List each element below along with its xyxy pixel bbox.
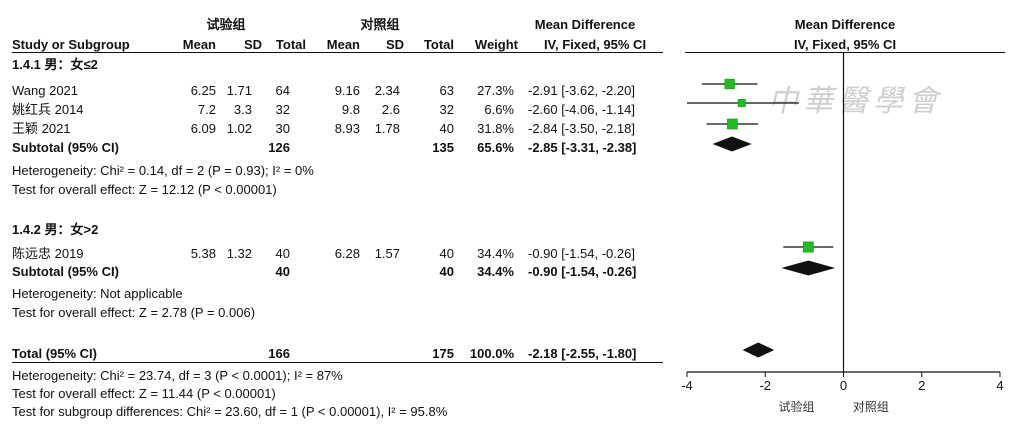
plot-header-rule xyxy=(685,52,1005,53)
subtotal-n-ctrl: 40 xyxy=(439,264,454,279)
total-heterogeneity-text: Heterogeneity: Chi² = 23.74, df = 3 (P <… xyxy=(12,368,343,383)
study-mean-exp: 7.2 xyxy=(197,102,216,117)
study-sd-exp: 1.02 xyxy=(226,121,252,136)
pooled-diamond xyxy=(781,260,836,276)
study-name: Wang 2021 xyxy=(12,83,79,98)
study-sd-ctrl: 1.78 xyxy=(374,121,400,136)
study-weight: 31.8% xyxy=(477,121,514,136)
plot-header-ci: IV, Fixed, 95% CI xyxy=(793,37,897,52)
heterogeneity-text: Heterogeneity: Chi² = 0.14, df = 2 (P = … xyxy=(12,163,314,178)
x-axis-label-experimental: 试验组 xyxy=(779,399,815,414)
study-mean-exp: 6.09 xyxy=(190,121,216,136)
study-ci: -0.90 [-1.54, -0.26] xyxy=(528,246,635,261)
x-axis-label-control: 对照组 xyxy=(853,400,889,414)
col-header-weight: Weight xyxy=(474,37,518,52)
total-n-exp: 166 xyxy=(268,346,290,361)
subtotal-n-exp: 126 xyxy=(268,140,290,155)
subtotal-ci: -0.90 [-1.54, -0.26] xyxy=(528,264,637,279)
study-sd-exp: 3.3 xyxy=(233,102,252,117)
study-marker xyxy=(802,241,814,253)
subgroup-title-1: 1.4.1 男：女≤2 xyxy=(12,57,98,72)
study-n-exp: 32 xyxy=(275,102,290,117)
study-ci: -2.84 [-3.50, -2.18] xyxy=(528,121,635,136)
study-weight: 6.6% xyxy=(484,102,514,117)
study-n-exp: 40 xyxy=(275,246,290,261)
col-header-ci: IV, Fixed, 95% CI xyxy=(543,37,647,52)
overall-effect-text: Test for overall effect: Z = 2.78 (P = 0… xyxy=(12,305,256,320)
study-sd-exp: 1.71 xyxy=(226,83,252,98)
total-overall-effect-text: Test for overall effect: Z = 11.44 (P < … xyxy=(12,386,276,401)
study-sd-exp: 1.32 xyxy=(226,246,252,261)
subgroup-title-2: 1.4.2 男：女>2 xyxy=(12,222,99,237)
study-n-exp: 30 xyxy=(275,121,290,136)
table-header-rule xyxy=(12,52,663,53)
x-axis-tick-label: 2 xyxy=(918,378,925,393)
pooled-diamond xyxy=(742,342,775,358)
pooled-diamond xyxy=(712,136,752,152)
study-n-ctrl: 40 xyxy=(439,246,454,261)
x-axis-tick-label: 0 xyxy=(840,378,847,393)
study-ci: -2.60 [-4.06, -1.14] xyxy=(528,102,635,117)
col-header-mean-ctrl: Mean xyxy=(326,37,360,52)
total-weight: 100.0% xyxy=(469,346,514,361)
study-sd-ctrl: 2.34 xyxy=(374,83,400,98)
mean-difference-plot-header: Mean Difference xyxy=(794,17,896,32)
study-sd-ctrl: 1.57 xyxy=(374,246,400,261)
total-ci: -2.18 [-2.55, -1.80] xyxy=(528,346,637,361)
study-name: 陈远忠 2019 xyxy=(12,246,84,261)
study-marker xyxy=(724,78,735,90)
study-mean-exp: 5.38 xyxy=(190,246,216,261)
study-n-ctrl: 32 xyxy=(439,102,454,117)
control-group-header: 对照组 xyxy=(360,17,400,32)
subtotal-weight: 65.6% xyxy=(477,140,514,155)
study-mean-exp: 6.25 xyxy=(190,83,216,98)
study-weight: 27.3% xyxy=(477,83,514,98)
col-header-total-ctrl: Total xyxy=(423,37,454,52)
subgroup-differences-text: Test for subgroup differences: Chi² = 23… xyxy=(12,404,448,419)
study-mean-ctrl: 9.16 xyxy=(334,83,360,98)
study-marker xyxy=(727,118,738,130)
study-mean-ctrl: 9.8 xyxy=(341,102,360,117)
x-axis-tick-label: -4 xyxy=(681,378,693,393)
x-axis-tick-label: 4 xyxy=(996,378,1003,393)
col-header-mean-exp: Mean xyxy=(182,37,216,52)
overall-effect-text: Test for overall effect: Z = 12.12 (P < … xyxy=(12,182,277,197)
study-name: 姚红兵 2014 xyxy=(12,102,84,117)
watermark: 中華醫學會 xyxy=(768,84,943,119)
study-n-ctrl: 40 xyxy=(439,121,454,136)
mean-difference-table-header: Mean Difference xyxy=(534,17,636,32)
study-n-exp: 64 xyxy=(275,83,290,98)
study-weight: 34.4% xyxy=(477,246,514,261)
subtotal-n-exp: 40 xyxy=(275,264,290,279)
subtotal-label: Subtotal (95% CI) xyxy=(12,264,119,279)
study-name: 王颖 2021 xyxy=(12,121,71,136)
col-header-sd-ctrl: SD xyxy=(385,37,404,52)
study-mean-ctrl: 8.93 xyxy=(334,121,360,136)
x-axis-tick-label: -2 xyxy=(759,378,771,393)
study-sd-ctrl: 2.6 xyxy=(381,102,400,117)
subtotal-weight: 34.4% xyxy=(477,264,514,279)
experimental-group-header: 试验组 xyxy=(206,17,246,32)
subtotal-n-ctrl: 135 xyxy=(432,140,454,155)
subtotal-label: Subtotal (95% CI) xyxy=(12,140,119,155)
total-n-ctrl: 175 xyxy=(432,346,454,361)
study-ci: -2.91 [-3.62, -2.20] xyxy=(528,83,635,98)
study-mean-ctrl: 6.28 xyxy=(334,246,360,261)
col-header-total-exp: Total xyxy=(275,37,306,52)
col-header-sd-exp: SD xyxy=(243,37,262,52)
study-n-ctrl: 63 xyxy=(439,83,454,98)
total-label: Total (95% CI) xyxy=(12,346,97,361)
heterogeneity-text: Heterogeneity: Not applicable xyxy=(12,286,183,301)
forest-plot: -4 -2 0 2 4 试验组 对照组 xyxy=(681,52,1004,414)
table-bottom-rule xyxy=(12,362,663,363)
col-header-study: Study or Subgroup xyxy=(12,37,130,52)
study-marker xyxy=(737,99,746,107)
subtotal-ci: -2.85 [-3.31, -2.38] xyxy=(528,140,637,155)
